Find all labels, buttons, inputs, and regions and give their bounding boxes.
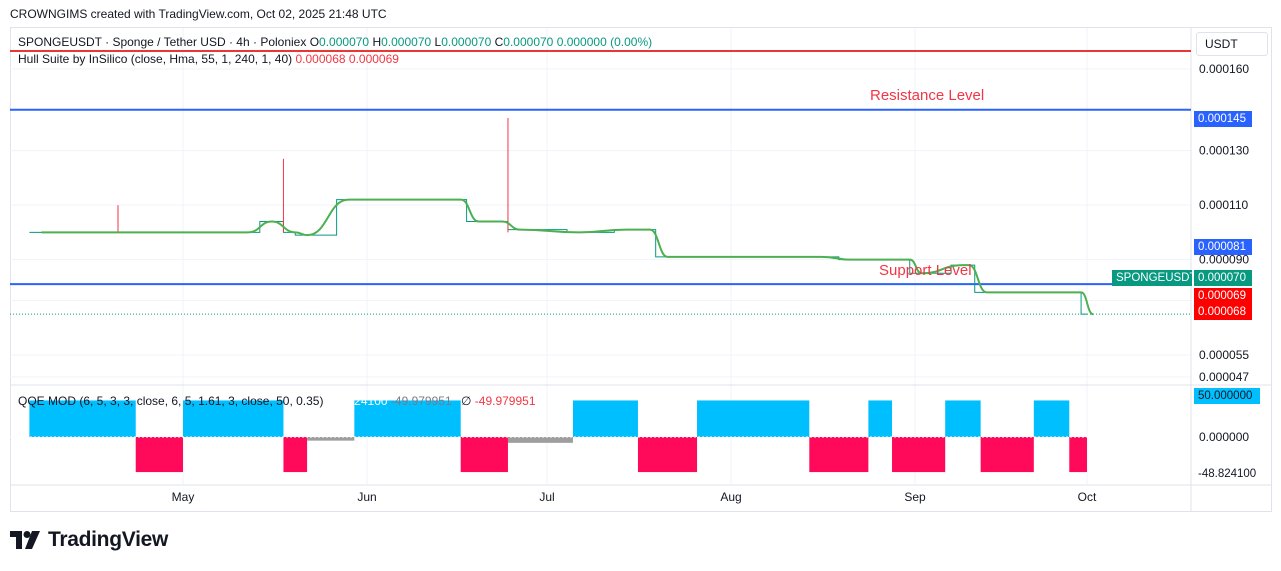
- close-key: C: [494, 35, 504, 49]
- time-axis-label: Oct: [1078, 490, 1097, 504]
- oscillator-value-tag: -48.824100: [1194, 466, 1260, 482]
- indicator-value-2: 0.000069: [348, 52, 399, 66]
- qqe-bar-segment: [697, 400, 810, 437]
- time-axis-label: Jun: [357, 490, 376, 504]
- support-price-tag: 0.000081: [1194, 239, 1252, 255]
- qqe-bar-segment: [809, 437, 869, 473]
- oscillator-title: QQE MOD (6, 5, 3, 3, close, 6, 5, 1.61, …: [18, 394, 324, 408]
- chart-frame: [10, 27, 1272, 512]
- price-tick-label: 0.000160: [1199, 62, 1249, 76]
- resistance-annotation: Resistance Level: [870, 87, 985, 104]
- indicator-legend[interactable]: Hull Suite by InSilico (close, Hma, 55, …: [18, 52, 399, 66]
- chart-credit: CROWNGIMS created with TradingView.com, …: [10, 7, 387, 21]
- qqe-bar-segment: [307, 437, 355, 441]
- time-axis-label: Aug: [720, 490, 741, 504]
- qqe-bar-segment: [980, 437, 1034, 473]
- qqe-bar-segment: [637, 437, 698, 473]
- price-tick-label: 0.000047: [1199, 370, 1249, 384]
- qqe-bar-segment: [945, 400, 981, 437]
- tradingview-logo[interactable]: TradingView: [10, 528, 168, 552]
- time-axis-label: May: [172, 490, 195, 504]
- hull-tag-1: 0.000069: [1194, 288, 1252, 304]
- change-value: 0.000000 (0.00%): [556, 35, 653, 49]
- low-value: 0.000070: [441, 35, 492, 49]
- qqe-bar-segment: [29, 400, 136, 437]
- tradingview-logo-icon: [10, 531, 40, 549]
- qqe-bar-segment: [183, 400, 284, 437]
- qqe-bar-segment: [135, 437, 183, 473]
- open-value: 0.000070: [319, 35, 370, 49]
- currency-selector[interactable]: USDT: [1196, 32, 1268, 56]
- qqe-bar-segment: [868, 400, 893, 437]
- qqe-bar-segment: [892, 437, 946, 473]
- price-tick-label: 0.000090: [1199, 253, 1249, 267]
- qqe-bar-segment: [1033, 400, 1070, 437]
- support-annotation: Support Level: [879, 262, 972, 279]
- high-value: 0.000070: [381, 35, 432, 49]
- qqe-bar-segment: [1069, 437, 1087, 473]
- symbol-legend[interactable]: SPONGEUSDT · Sponge / Tether USD · 4h · …: [18, 35, 652, 49]
- qqe-bar-segment: [507, 437, 573, 443]
- qqe-bar-segment: [572, 400, 638, 437]
- oscillator-top-tag: 50.000000: [1194, 388, 1260, 404]
- indicator-title: Hull Suite by InSilico (close, Hma, 55, …: [18, 52, 293, 66]
- price-series-line: [29, 199, 1087, 315]
- price-tick-label: 0.000110: [1199, 198, 1248, 212]
- oscillator-tick-label: 0.000000: [1199, 430, 1249, 444]
- brand-name: TradingView: [48, 528, 169, 551]
- qqe-bar-segment: [283, 437, 308, 473]
- low-key: L: [434, 35, 442, 49]
- time-axis-label: Jul: [539, 490, 554, 504]
- indicator-value-1: 0.000068: [295, 52, 346, 66]
- symbol-title: SPONGEUSDT · Sponge / Tether USD · 4h · …: [18, 35, 307, 49]
- resistance-price-tag: 0.000145: [1194, 111, 1252, 127]
- hull-tag-2: 0.000068: [1194, 304, 1252, 320]
- oscillator-value-1: -48.824100: [326, 394, 388, 408]
- qqe-bar-segment: [354, 400, 461, 437]
- close-value: 0.000070: [503, 35, 554, 49]
- price-tick-label: 0.000130: [1199, 144, 1249, 158]
- oscillator-legend[interactable]: QQE MOD (6, 5, 3, 3, close, 6, 5, 1.61, …: [18, 394, 536, 408]
- price-tick-label: 0.000055: [1199, 348, 1249, 362]
- oscillator-value-3: -49.979951: [474, 394, 536, 408]
- oscillator-value-2: -49.979951: [390, 394, 452, 408]
- open-key: O: [309, 35, 320, 49]
- qqe-bar-segment: [460, 437, 508, 473]
- hull-suite-line: [41, 198, 1094, 316]
- high-key: H: [372, 35, 382, 49]
- empty-set-icon: ∅: [460, 394, 472, 408]
- last-price-tag: 0.000070: [1194, 270, 1252, 286]
- symbol-name-tag: SPONGEUSDT: [1112, 270, 1197, 286]
- time-axis-label: Sep: [904, 490, 926, 504]
